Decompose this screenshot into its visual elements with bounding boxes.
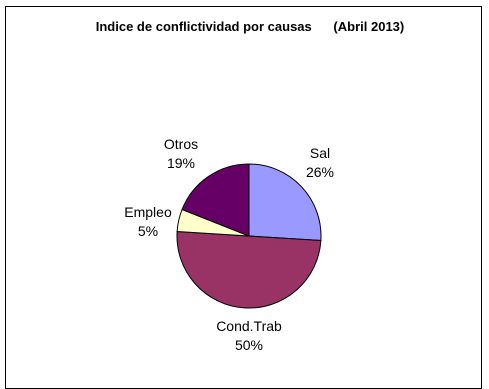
slice-label-otros: Otros [164, 136, 198, 152]
slice-percent-cond-trab: 50% [235, 337, 263, 353]
chart-title: Indice de conflictividad por causas (Abr… [95, 19, 405, 34]
pie-slices [176, 163, 322, 309]
slice-label-empleo: Empleo [124, 204, 172, 220]
pie-labels: Sal 26% Cond.Trab 50% Empleo 5% Otros 19% [124, 136, 334, 353]
slice-label-sal: Sal [310, 145, 330, 161]
pie-slice-sal [248, 163, 322, 242]
pie-slice-otros [181, 163, 250, 237]
slice-percent-otros: 19% [167, 155, 195, 171]
slice-label-cond-trab: Cond.Trab [216, 318, 282, 334]
pie-slice-cond-trab [176, 230, 322, 309]
slice-percent-sal: 26% [306, 164, 334, 180]
slice-percent-empleo: 5% [138, 223, 158, 239]
